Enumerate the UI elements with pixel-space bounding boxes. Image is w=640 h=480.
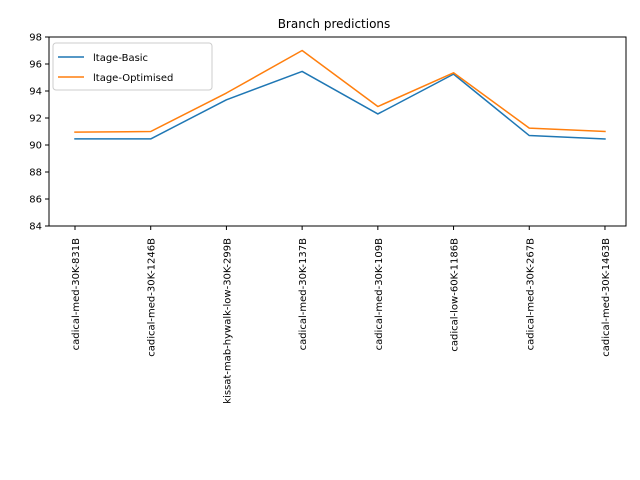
x-tick-label: cadical-med-30K-1463B	[601, 238, 612, 357]
legend-label-0: ltage-Basic	[93, 53, 148, 64]
y-tick-label: 86	[29, 195, 42, 206]
legend: ltage-Basic ltage-Optimised	[52, 42, 213, 91]
y-tick-label: 90	[29, 141, 42, 152]
y-tick-label: 96	[29, 60, 42, 71]
x-tick-label: cadical-med-30K-109B	[374, 238, 385, 351]
x-tick-label: cadical-med-30K-137B	[298, 238, 309, 351]
x-tick-label: cadical-med-30K-267B	[525, 238, 536, 351]
y-tick-label: 88	[29, 168, 42, 179]
series-layer	[74, 49, 606, 140]
y-tick-label: 94	[29, 87, 42, 98]
plot-area-frame	[48, 36, 627, 227]
y-tick-label: 92	[29, 114, 42, 125]
legend-box	[52, 42, 213, 91]
x-axis: cadical-med-30K-831B cadical-med-30K-1246…	[71, 226, 612, 404]
y-axis: 84 86 88 90 92 94 96 98	[29, 33, 49, 233]
x-tick-label: kissat-mab-hywalk-low-30K-299B	[222, 238, 233, 404]
x-tick-label: cadical-low-60K-1186B	[450, 238, 461, 352]
legend-label-1: ltage-Optimised	[93, 73, 173, 84]
y-tick-label: 84	[29, 222, 42, 233]
series-line-0	[74, 70, 606, 140]
y-tick-label: 98	[29, 33, 42, 44]
series-line-1	[74, 49, 606, 133]
x-tick-label: cadical-med-30K-831B	[71, 238, 82, 351]
x-tick-label: cadical-med-30K-1246B	[147, 238, 158, 357]
chart-title: Branch predictions	[278, 17, 391, 31]
